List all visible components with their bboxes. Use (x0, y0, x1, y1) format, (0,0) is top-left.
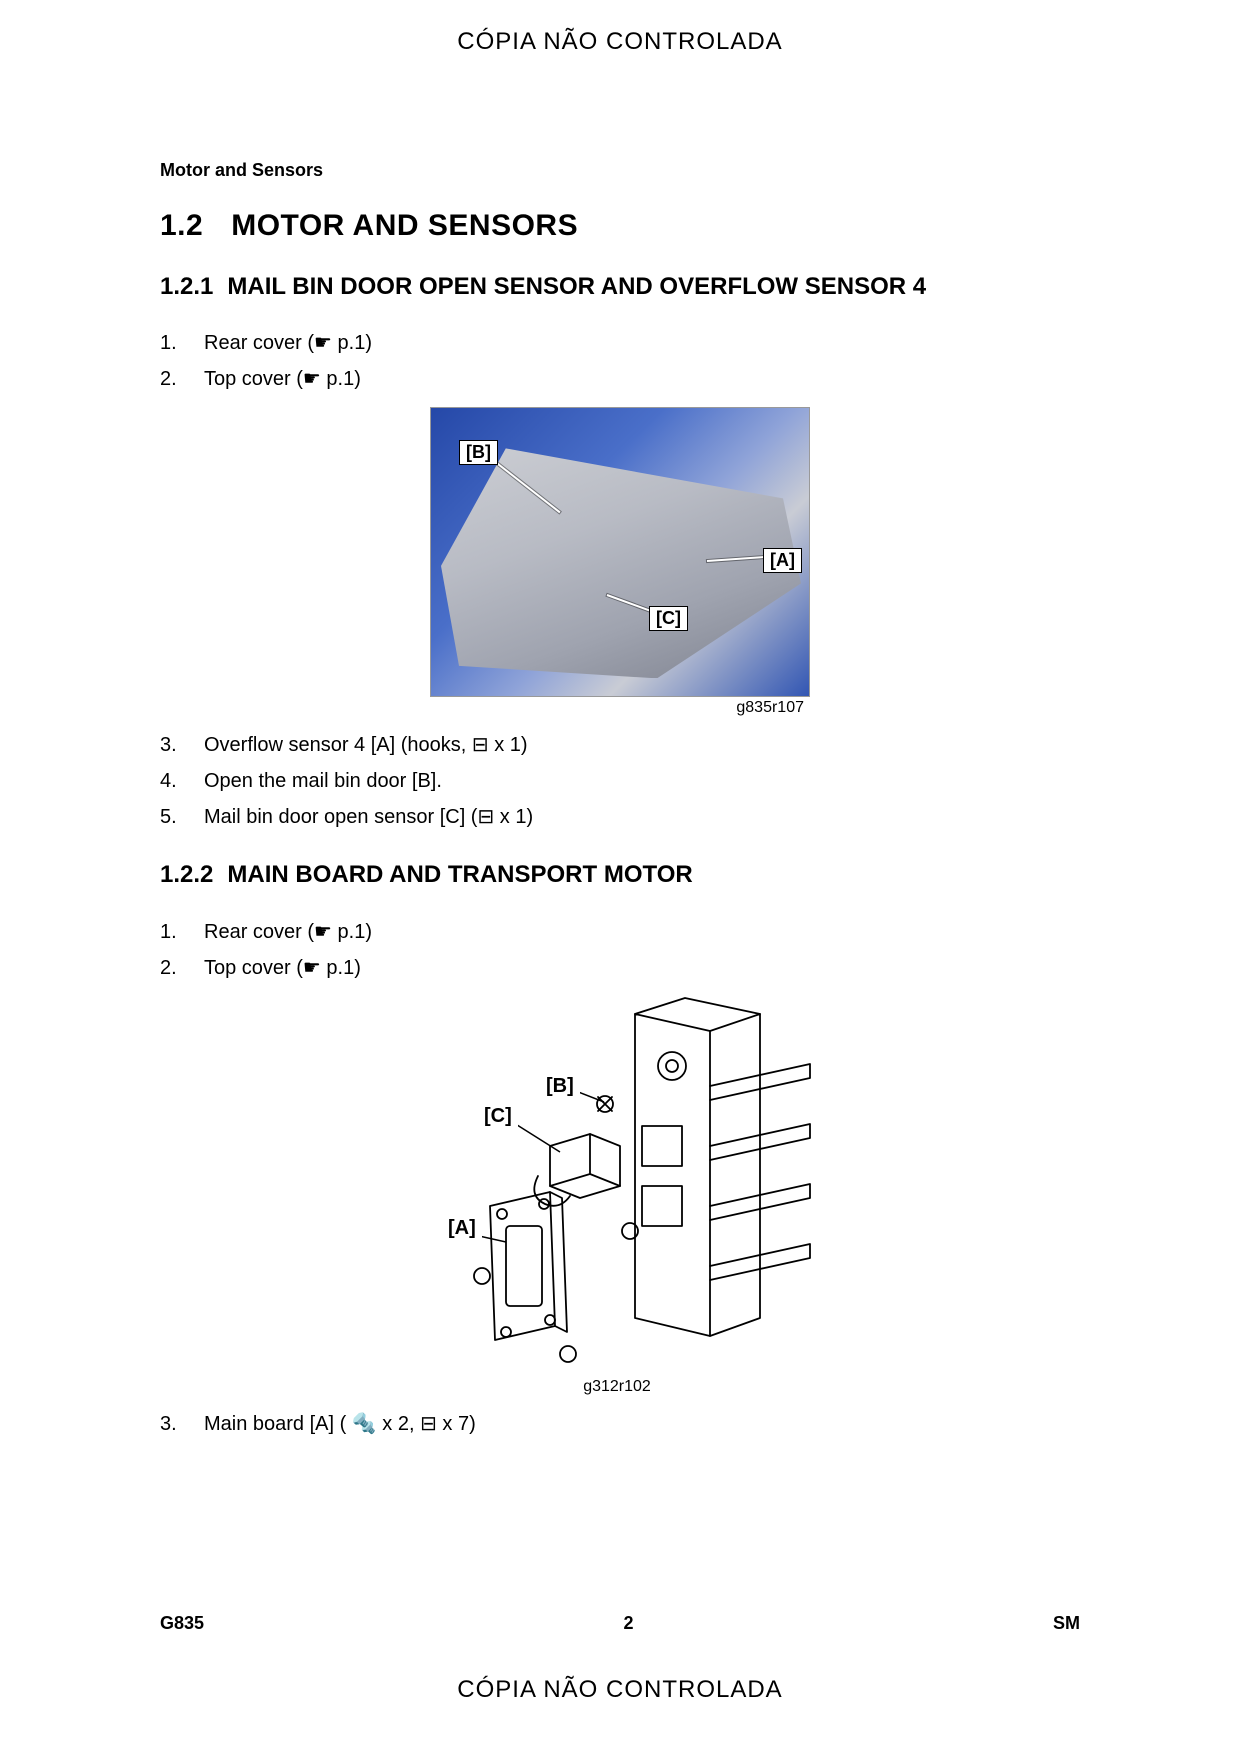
figure-2: [B] [C] [A] g312r102 (410, 996, 830, 1396)
list-item: 1.Rear cover (☛ p.1) (160, 914, 1080, 950)
page-content: Motor and Sensors 1.2 MOTOR AND SENSORS 1… (160, 160, 1080, 1634)
list-item: 4.Open the mail bin door [B]. (160, 763, 1080, 799)
figure-2-wrap: [B] [C] [A] g312r102 (160, 996, 1080, 1396)
footer-left: G835 (160, 1613, 204, 1634)
callout-C: [C] (478, 1104, 518, 1129)
section-heading: 1.2 MOTOR AND SENSORS (160, 209, 1080, 243)
step-text: Top cover (☛ p.1) (204, 368, 361, 390)
subsection-2-number: 1.2.2 (160, 859, 213, 891)
subsection-2-heading: 1.2.2 MAIN BOARD AND TRANSPORT MOTOR (160, 859, 1080, 891)
figure-1-caption: g835r107 (430, 699, 810, 717)
list-item: 1.Rear cover (☛ p.1) (160, 325, 1080, 361)
sub1-steps-a: 1.Rear cover (☛ p.1) 2.Top cover (☛ p.1) (160, 325, 1080, 397)
footer-center: 2 (624, 1613, 634, 1634)
subsection-1-title: MAIL BIN DOOR OPEN SENSOR AND OVERFLOW S… (227, 271, 926, 303)
subsection-1-heading: 1.2.1 MAIL BIN DOOR OPEN SENSOR AND OVERF… (160, 271, 1080, 303)
step-text: Overflow sensor 4 [A] (hooks, ⊟ x 1) (204, 734, 528, 756)
step-text: Mail bin door open sensor [C] (⊟ x 1) (204, 806, 533, 828)
list-item: 2.Top cover (☛ p.1) (160, 361, 1080, 397)
sub1-steps-b: 3.Overflow sensor 4 [A] (hooks, ⊟ x 1) 4… (160, 727, 1080, 835)
list-item: 2.Top cover (☛ p.1) (160, 950, 1080, 986)
figure-2-caption: g312r102 (410, 1378, 830, 1396)
callout-A: [A] (442, 1216, 482, 1241)
step-text: Top cover (☛ p.1) (204, 957, 361, 979)
callout-B: [B] (459, 440, 498, 465)
footer-right: SM (1053, 1613, 1080, 1634)
callout-C: [C] (649, 606, 688, 631)
sub2-steps-b: 3.Main board [A] ( 🔩 x 2, ⊟ x 7) (160, 1406, 1080, 1442)
list-item: 5.Mail bin door open sensor [C] (⊟ x 1) (160, 799, 1080, 835)
step-text: Rear cover (☛ p.1) (204, 332, 372, 354)
lineart-svg (410, 996, 830, 1376)
callout-A: [A] (763, 548, 802, 573)
sub2-steps-a: 1.Rear cover (☛ p.1) 2.Top cover (☛ p.1) (160, 914, 1080, 986)
callout-B: [B] (540, 1074, 580, 1099)
list-item: 3.Overflow sensor 4 [A] (hooks, ⊟ x 1) (160, 727, 1080, 763)
watermark-bottom: CÓPIA NÃO CONTROLADA (0, 1676, 1240, 1704)
figure-1-wrap: [B] [A] [C] g835r107 (160, 407, 1080, 717)
breadcrumb: Motor and Sensors (160, 160, 1080, 181)
subsection-1-number: 1.2.1 (160, 271, 213, 303)
page-footer: G835 2 SM (160, 1613, 1080, 1634)
step-text: Main board [A] ( 🔩 x 2, ⊟ x 7) (204, 1413, 476, 1435)
step-text: Rear cover (☛ p.1) (204, 921, 372, 943)
figure-1-photo: [B] [A] [C] (430, 407, 810, 697)
subsection-2-title: MAIN BOARD AND TRANSPORT MOTOR (227, 859, 692, 891)
figure-1: [B] [A] [C] g835r107 (430, 407, 810, 717)
section-number: 1.2 (160, 209, 203, 243)
figure-2-lineart: [B] [C] [A] (410, 996, 830, 1376)
watermark-top: CÓPIA NÃO CONTROLADA (0, 28, 1240, 56)
section-title: MOTOR AND SENSORS (231, 209, 578, 242)
list-item: 3.Main board [A] ( 🔩 x 2, ⊟ x 7) (160, 1406, 1080, 1442)
step-text: Open the mail bin door [B]. (204, 770, 442, 792)
